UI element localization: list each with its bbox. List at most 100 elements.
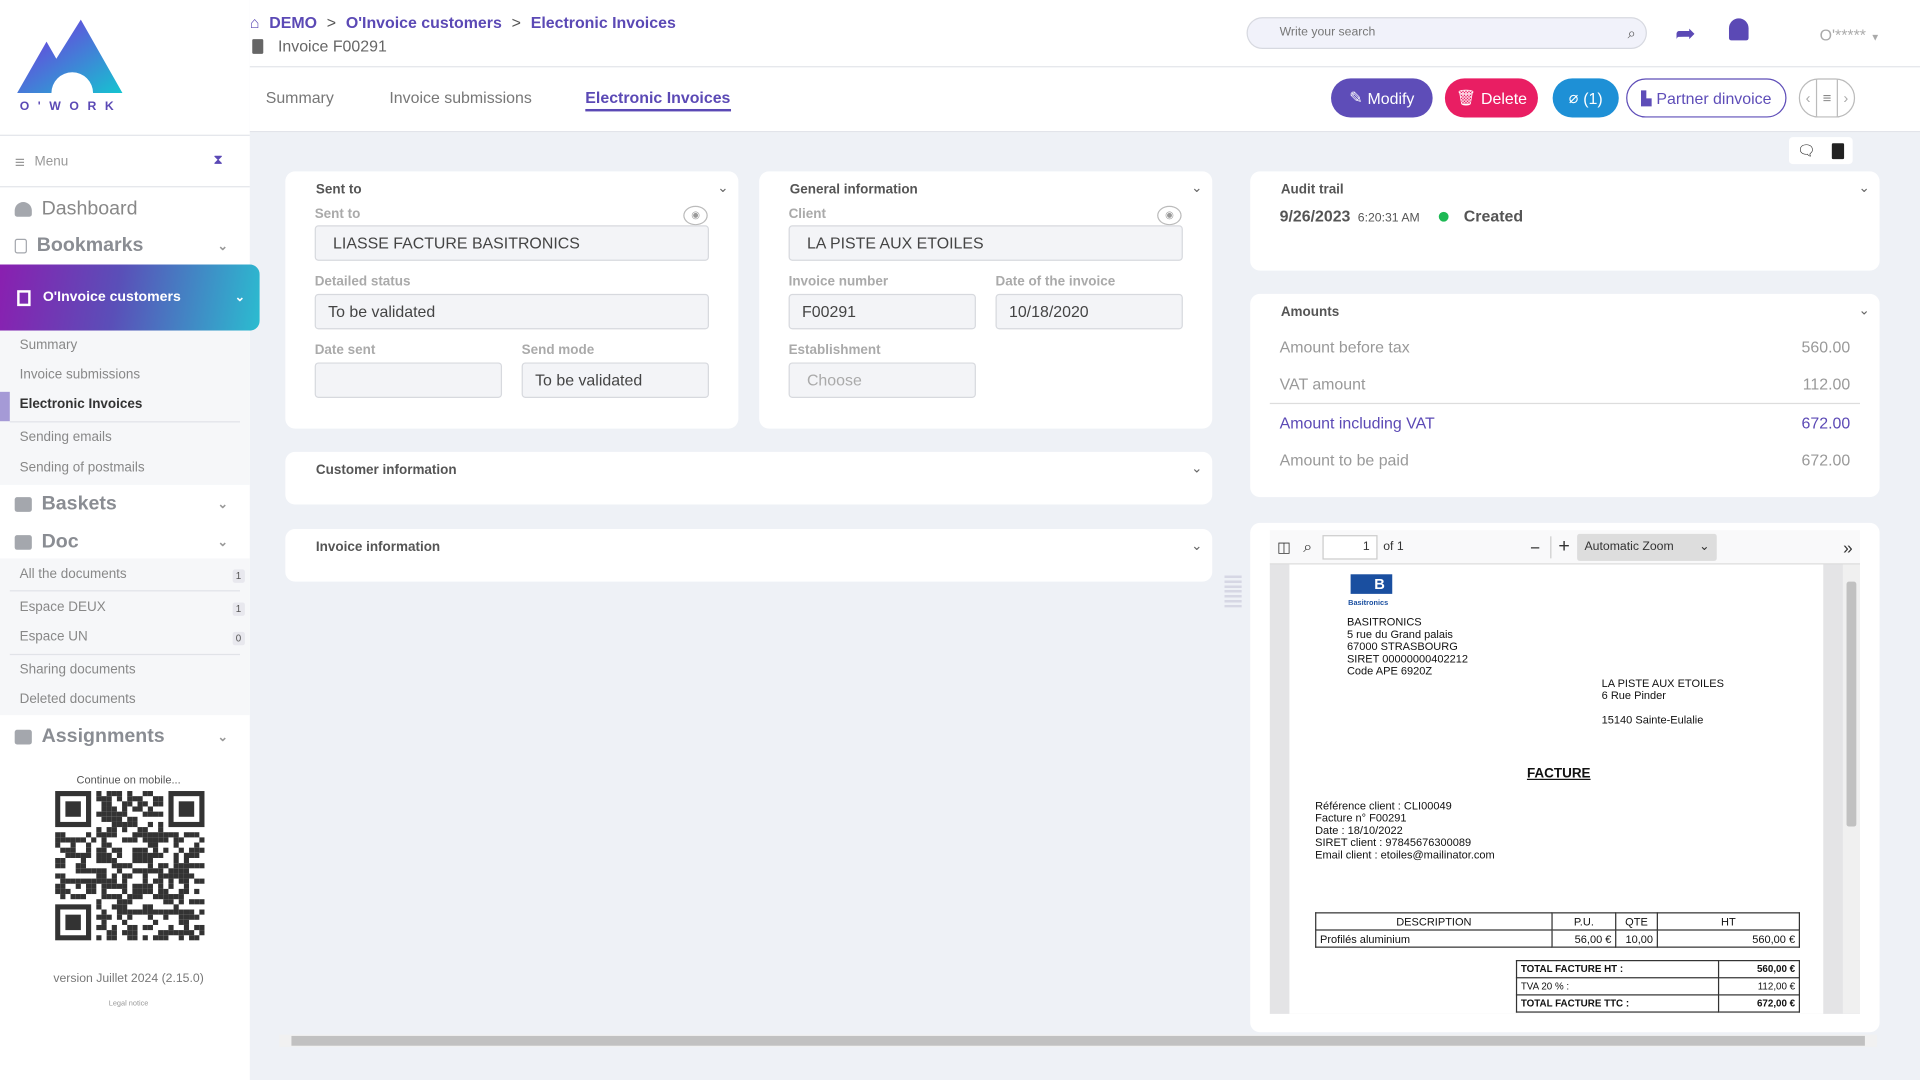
submenu-deleted-documents[interactable]: Deleted documents [19, 691, 136, 707]
tab-electronic-invoices[interactable]: Electronic Invoices [585, 88, 731, 112]
amount-value: 560.00 [1801, 337, 1851, 357]
chevron-down-icon[interactable]: ⌄ [1191, 461, 1203, 477]
text-line: Date : 18/10/2022 [1315, 824, 1403, 837]
submenu-sending-postmails[interactable]: Sending of postmails [19, 460, 145, 476]
amounts-card: Amounts ⌄ Amount before tax 560.00 VAT amo… [1250, 293, 1880, 498]
amount-row: Amount to be paid 672.00 [1280, 451, 1851, 469]
send-mode-field[interactable]: To be validated [521, 362, 709, 398]
breadcrumb: ⌂ DEMO > O'Invoice customers > Electronic … [249, 13, 676, 32]
chevron-down-icon[interactable]: ⌄ [1191, 538, 1203, 554]
comments-icon[interactable]: 🗨 [1797, 142, 1816, 160]
breadcrumb-oinvoice[interactable]: O'Invoice customers [345, 13, 502, 32]
menu-toggle[interactable]: ≡ Menu ⧗ [0, 134, 250, 188]
establishment-select[interactable]: Choose [788, 362, 976, 398]
invoice-number-field[interactable]: F00291 [788, 293, 976, 330]
submenu-espace-un[interactable]: Espace UN [19, 629, 88, 645]
label: Partner dinvoice [1656, 88, 1772, 108]
attachments-button[interactable]: ⌀ (1) [1552, 78, 1619, 118]
chevron-down-icon[interactable]: ⌄ [717, 181, 729, 196]
td: TOTAL FACTURE TTC : [1515, 994, 1720, 1013]
audit-date: 9/26/2023 [1279, 206, 1351, 226]
zoom-select[interactable]: Automatic Zoom ⌄ [1577, 533, 1717, 561]
invoice-date-field[interactable]: 10/18/2020 [995, 293, 1183, 330]
user-menu[interactable]: O'***** ▼ [1819, 25, 1881, 45]
divider [9, 653, 241, 656]
legal-notice-link[interactable]: Legal notice [108, 1000, 149, 1008]
sidebar-item-assignments[interactable]: Assignments ⌄ [0, 726, 250, 747]
label: Bookmarks [36, 235, 144, 256]
td: 560,00 € [1717, 960, 1801, 979]
chevron-down-icon: ⌄ [217, 239, 228, 253]
submenu-invoice-submissions[interactable]: Invoice submissions [19, 367, 141, 383]
breadcrumb-demo[interactable]: DEMO [269, 13, 317, 32]
card-title: General information [789, 182, 918, 198]
submenu-electronic-invoices[interactable]: Electronic Invoices [19, 396, 143, 412]
search-icon[interactable]: ⌕ [1303, 536, 1313, 556]
header: ⌂ DEMO > O'Invoice customers > Electronic … [249, 0, 1920, 133]
zoom-out-icon[interactable]: − [1529, 536, 1541, 557]
text-line: SIRET 00000000402212 [1346, 652, 1469, 665]
previous-icon[interactable]: ‹ [1805, 89, 1811, 107]
chevron-down-icon[interactable]: ⌄ [1191, 181, 1203, 196]
sidebar-item-bookmarks[interactable]: Bookmarks ⌄ [0, 235, 250, 256]
detailed-status-field[interactable]: To be validated [314, 293, 709, 330]
list-icon[interactable]: ≡ [1816, 79, 1838, 117]
divider [249, 66, 1920, 68]
sidebar-item-doc[interactable]: Doc ⌄ [0, 531, 250, 553]
invoice-information-card[interactable]: Invoice information ⌄ [285, 528, 1213, 582]
partner-invoice-button[interactable]: ▙ Partner dinvoice [1626, 78, 1787, 118]
continue-mobile-label: Continue on mobile... [76, 773, 181, 787]
sidebar-item-dashboard[interactable]: Dashboard [0, 198, 250, 219]
breadcrumb-electronic-invoices[interactable]: Electronic Invoices [530, 13, 676, 32]
user-name: O'***** [1819, 25, 1866, 45]
notebook-icon[interactable] [1832, 142, 1845, 159]
sidebar-item-baskets[interactable]: Baskets ⌄ [0, 493, 250, 514]
date-sent-field[interactable] [314, 362, 503, 398]
scrollbar-thumb[interactable] [1846, 581, 1857, 827]
zoom-in-icon[interactable]: + [1549, 535, 1570, 558]
general-information-card: General information ⌄ Client ◉ LA PISTE A… [759, 171, 1213, 429]
submenu-sending-emails[interactable]: Sending emails [19, 429, 112, 445]
sidebar-item-oinvoice-customers[interactable]: O'Invoice customers ⌄ [0, 264, 260, 331]
field-label: Establishment [788, 342, 881, 358]
page-count: of 1 [1383, 540, 1404, 554]
text-line: 67000 STRASBOURG [1346, 640, 1458, 653]
count-badge: 1 [232, 602, 245, 616]
submenu-summary[interactable]: Summary [19, 337, 78, 353]
text-line: BASITRONICS [1346, 615, 1422, 629]
chevron-down-icon[interactable]: ⌄ [1858, 303, 1870, 319]
home-icon: ⌂ [249, 13, 260, 32]
chevron-down-icon[interactable]: ⌄ [1858, 181, 1870, 196]
oworkl-logo[interactable]: O'WORK [15, 15, 128, 113]
bell-icon[interactable] [1728, 18, 1749, 41]
tab-invoice-submissions[interactable]: Invoice submissions [389, 88, 532, 107]
pin-icon[interactable]: ⧗ [213, 153, 223, 168]
card-title: Amounts [1280, 304, 1340, 320]
horizontal-scrollbar[interactable] [279, 1034, 1878, 1047]
sent-to-field[interactable]: LIASSE FACTURE BASITRONICS [314, 225, 709, 261]
search-input[interactable]: Write your search ⌕ [1246, 17, 1647, 49]
more-tools-icon[interactable]: » [1843, 536, 1853, 557]
td: 112,00 € [1717, 977, 1801, 996]
modify-button[interactable]: ✎ Modify [1331, 78, 1433, 118]
submenu-espace-deux[interactable]: Espace DEUX [19, 600, 106, 615]
sidebar-toggle-icon[interactable]: ◫ [1277, 538, 1292, 556]
eye-icon[interactable]: ◉ [683, 205, 708, 226]
label: Doc [41, 531, 79, 553]
customer-information-card[interactable]: Customer information ⌄ [285, 451, 1213, 505]
scrollbar-thumb[interactable] [291, 1035, 1865, 1046]
submenu-sharing-documents[interactable]: Sharing documents [19, 662, 136, 678]
share-icon[interactable]: ➦ [1675, 20, 1696, 48]
next-icon[interactable]: › [1843, 89, 1849, 107]
page-number-input[interactable]: 1 [1321, 534, 1378, 559]
totals-table: TOTAL FACTURE HT :560,00 € TVA 20 % :112… [1515, 960, 1801, 1013]
field-label: Detailed status [314, 274, 411, 289]
pdf-vertical-scrollbar[interactable] [1842, 564, 1861, 1014]
delete-button[interactable]: 🗑 Delete [1444, 78, 1538, 118]
submenu-all-documents[interactable]: All the documents [19, 566, 127, 582]
resize-handle[interactable] [1224, 575, 1242, 608]
search-icon[interactable]: ⌕ [1627, 24, 1636, 42]
client-field[interactable]: LA PISTE AUX ETOILES [788, 225, 1183, 261]
tab-summary[interactable]: Summary [265, 88, 334, 107]
eye-icon[interactable]: ◉ [1157, 205, 1182, 226]
